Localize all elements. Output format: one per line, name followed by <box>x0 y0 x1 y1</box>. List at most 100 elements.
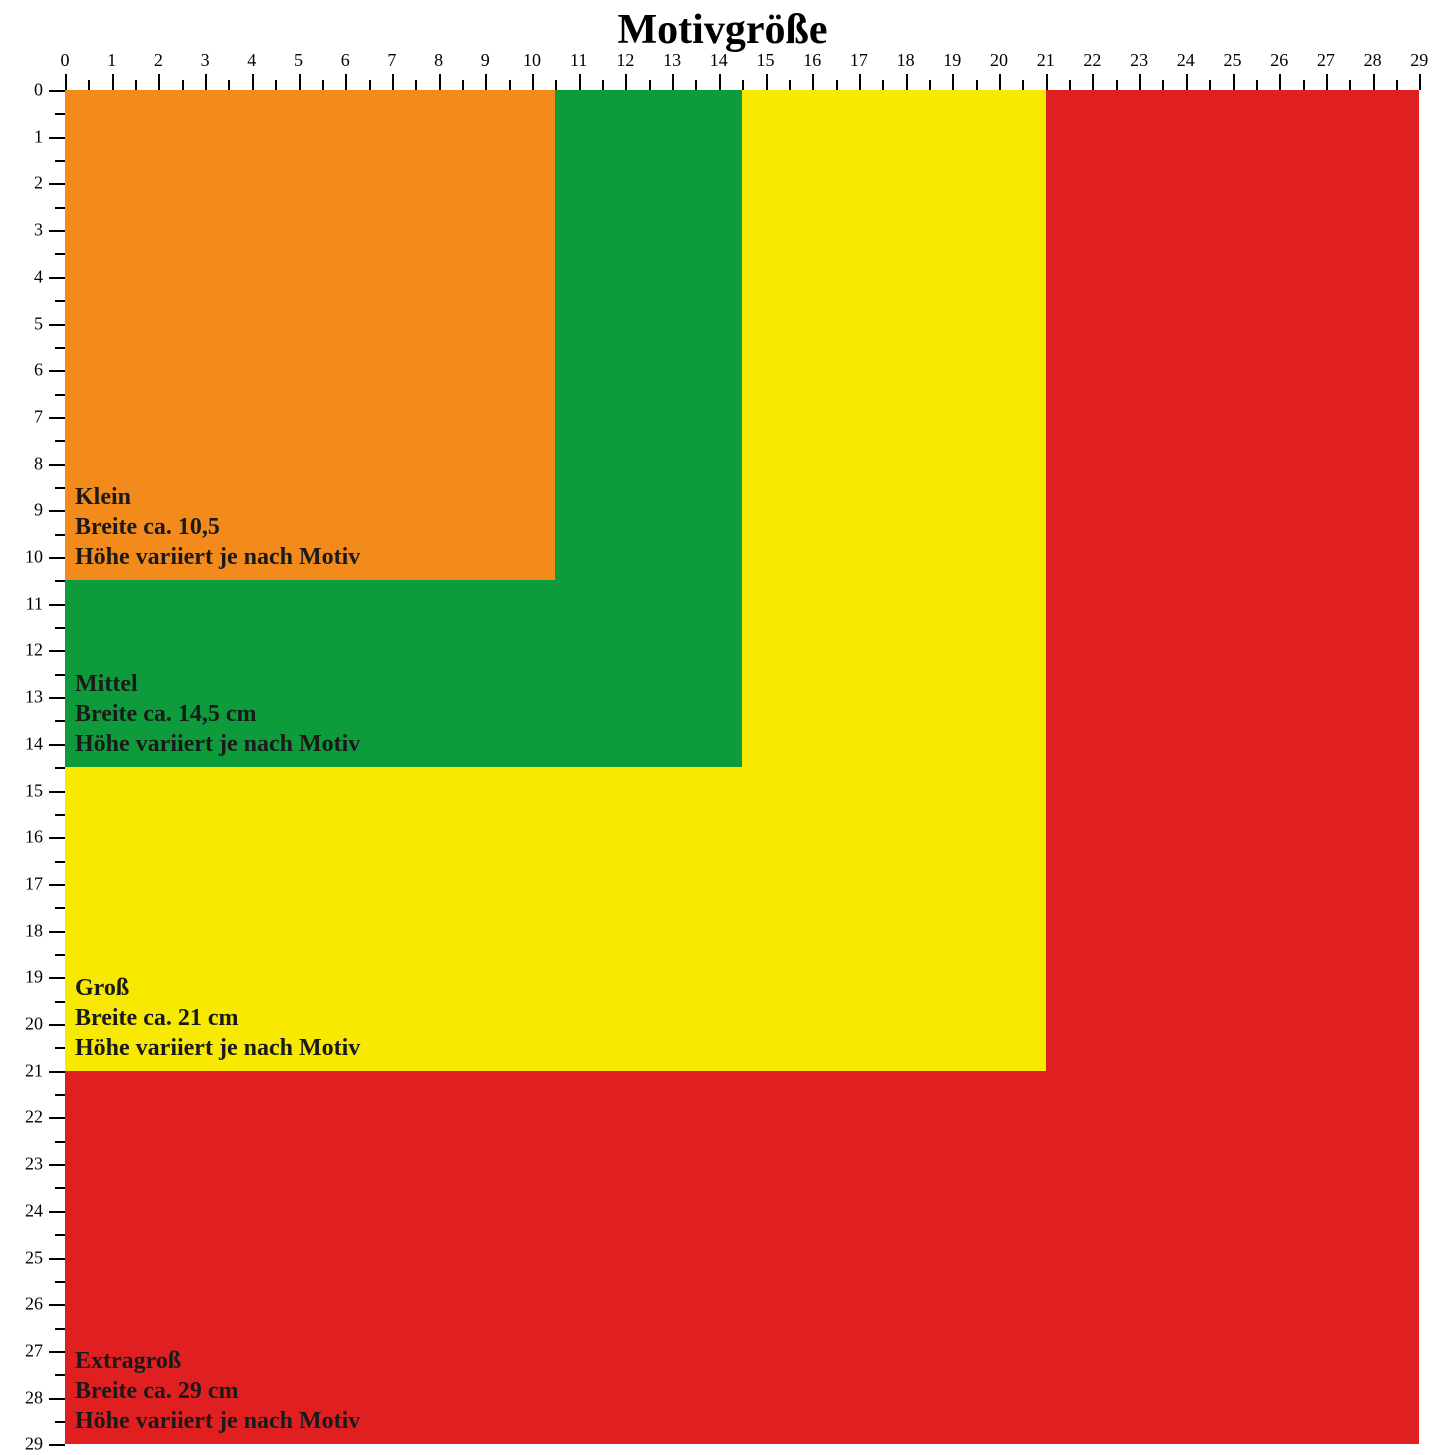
ruler-top-label: 24 <box>1177 50 1195 71</box>
ruler-left-label: 17 <box>25 873 43 894</box>
ruler-top-tick <box>1046 74 1048 90</box>
ruler-left-tick-minor <box>55 720 65 722</box>
ruler-left-tick <box>49 324 65 326</box>
ruler-top-tick <box>719 74 721 90</box>
size-name: Mittel <box>75 669 360 699</box>
ruler-top-tick-minor <box>228 80 230 90</box>
ruler-top-label: 28 <box>1364 50 1382 71</box>
ruler-top-tick <box>485 74 487 90</box>
ruler-top-tick <box>859 74 861 90</box>
ruler-top-tick <box>252 74 254 90</box>
ruler-left-tick-minor <box>55 440 65 442</box>
size-height-line: Höhe variiert je nach Motiv <box>75 1033 360 1063</box>
ruler-top-tick <box>766 74 768 90</box>
ruler-left-tick-minor <box>55 394 65 396</box>
ruler-top-tick-minor <box>1209 80 1211 90</box>
ruler-top-tick <box>205 74 207 90</box>
ruler-left-tick-minor <box>55 1187 65 1189</box>
ruler-left-tick <box>49 277 65 279</box>
ruler-top-tick-minor <box>275 80 277 90</box>
ruler-left-tick-minor <box>55 1281 65 1283</box>
ruler-left-label: 18 <box>25 920 43 941</box>
ruler-left-tick-minor <box>55 674 65 676</box>
ruler-left-label: 19 <box>25 967 43 988</box>
ruler-top-tick-minor <box>1116 80 1118 90</box>
size-height-line: Höhe variiert je nach Motiv <box>75 1406 360 1436</box>
ruler-left-tick-minor <box>55 954 65 956</box>
ruler-top-tick <box>1419 74 1421 90</box>
size-width-line: Breite ca. 29 cm <box>75 1376 360 1406</box>
ruler-top-tick-minor <box>135 80 137 90</box>
ruler-top-label: 3 <box>201 50 210 71</box>
ruler-top-tick-minor <box>1069 80 1071 90</box>
ruler-top-tick-minor <box>462 80 464 90</box>
ruler-top-label: 17 <box>850 50 868 71</box>
ruler-top-tick-minor <box>1022 80 1024 90</box>
ruler-top-tick-minor <box>742 80 744 90</box>
ruler-left-tick <box>49 1164 65 1166</box>
ruler-top-label: 14 <box>710 50 728 71</box>
ruler-top-label: 22 <box>1083 50 1101 71</box>
ruler-left-label: 6 <box>34 360 43 381</box>
ruler-top-tick <box>439 74 441 90</box>
ruler-top-tick <box>1092 74 1094 90</box>
ruler-left-label: 21 <box>25 1060 43 1081</box>
ruler-top-tick <box>1233 74 1235 90</box>
ruler-top-label: 18 <box>897 50 915 71</box>
ruler-left-label: 26 <box>25 1294 43 1315</box>
ruler-top-tick-minor <box>976 80 978 90</box>
ruler-top-tick <box>579 74 581 90</box>
ruler-left-label: 0 <box>34 80 43 101</box>
ruler-left-tick <box>49 510 65 512</box>
ruler-top-label: 25 <box>1224 50 1242 71</box>
ruler-top-tick-minor <box>1396 80 1398 90</box>
ruler-left-label: 3 <box>34 220 43 241</box>
ruler-left-tick <box>49 230 65 232</box>
size-block-label: ExtragroßBreite ca. 29 cmHöhe variiert j… <box>75 1346 360 1436</box>
ruler-left: 0123456789101112131415161718192021222324… <box>10 90 65 1445</box>
size-name: Extragroß <box>75 1346 360 1376</box>
ruler-left-tick <box>49 977 65 979</box>
ruler-top-tick <box>1279 74 1281 90</box>
ruler-top-tick <box>532 74 534 90</box>
ruler-left-tick-minor <box>55 300 65 302</box>
ruler-top-tick-minor <box>1303 80 1305 90</box>
ruler-left-tick-minor <box>55 1047 65 1049</box>
ruler-top-label: 21 <box>1037 50 1055 71</box>
ruler-left-tick <box>49 183 65 185</box>
ruler-left-label: 25 <box>25 1247 43 1268</box>
ruler-top-label: 19 <box>943 50 961 71</box>
ruler-top-tick <box>112 74 114 90</box>
ruler-left-tick <box>49 1211 65 1213</box>
ruler-top-label: 7 <box>387 50 396 71</box>
ruler-top-label: 26 <box>1270 50 1288 71</box>
ruler-top-label: 27 <box>1317 50 1335 71</box>
ruler-left-tick <box>49 1351 65 1353</box>
size-block-label: GroßBreite ca. 21 cmHöhe variiert je nac… <box>75 973 360 1063</box>
ruler-top-label: 13 <box>663 50 681 71</box>
ruler-left-label: 9 <box>34 500 43 521</box>
ruler-left-label: 5 <box>34 313 43 334</box>
ruler-left-tick <box>49 557 65 559</box>
size-block-label: KleinBreite ca. 10,5Höhe variiert je nac… <box>75 482 360 572</box>
ruler-left-tick <box>49 604 65 606</box>
size-block-label: MittelBreite ca. 14,5 cmHöhe variiert je… <box>75 669 360 759</box>
size-height-line: Höhe variiert je nach Motiv <box>75 542 360 572</box>
ruler-left-tick <box>49 1258 65 1260</box>
ruler-top-label: 15 <box>757 50 775 71</box>
ruler-left-tick-minor <box>55 767 65 769</box>
ruler-left-tick-minor <box>55 1001 65 1003</box>
ruler-top-label: 2 <box>154 50 163 71</box>
ruler-top-tick-minor <box>509 80 511 90</box>
ruler-left-tick-minor <box>55 1374 65 1376</box>
ruler-left-label: 23 <box>25 1154 43 1175</box>
ruler-left-tick <box>49 90 65 92</box>
ruler-left-tick-minor <box>55 1234 65 1236</box>
ruler-left-label: 1 <box>34 126 43 147</box>
ruler-left-tick-minor <box>55 160 65 162</box>
size-width-line: Breite ca. 10,5 <box>75 512 360 542</box>
ruler-top-tick-minor <box>1349 80 1351 90</box>
ruler-left-tick-minor <box>55 1421 65 1423</box>
ruler-top-tick <box>672 74 674 90</box>
ruler-left-label: 16 <box>25 827 43 848</box>
